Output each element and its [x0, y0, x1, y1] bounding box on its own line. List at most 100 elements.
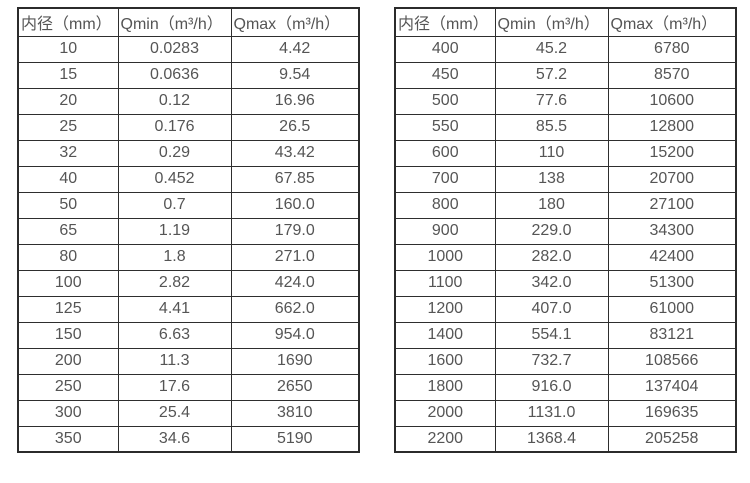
qmax-cell: 42400: [607, 243, 737, 271]
diameter-cell: 550: [394, 113, 496, 141]
qmin-cell: 732.7: [494, 347, 609, 375]
qmax-cell: 662.0: [230, 295, 360, 323]
diameter-cell: 1400: [394, 321, 496, 349]
col-header-qmax: Qmax（m³/h）: [607, 7, 737, 37]
qmax-cell: 169635: [607, 399, 737, 427]
table-row: 1800 916.0 137404: [394, 373, 737, 401]
qmin-cell: 180: [494, 191, 609, 219]
table-row: 40 0.452 67.85: [17, 165, 360, 193]
qmin-cell: 0.452: [117, 165, 232, 193]
qmin-cell: 282.0: [494, 243, 609, 271]
qmax-cell: 51300: [607, 269, 737, 297]
qmin-cell: 85.5: [494, 113, 609, 141]
diameter-cell: 250: [17, 373, 119, 401]
table-row: 350 34.6 5190: [17, 425, 360, 453]
diameter-cell: 32: [17, 139, 119, 167]
table-header: 内径（mm） Qmin（m³/h） Qmax（m³/h）: [394, 7, 737, 37]
diameter-cell: 20: [17, 87, 119, 115]
qmax-cell: 83121: [607, 321, 737, 349]
diameter-cell: 350: [17, 425, 119, 453]
qmin-cell: 4.41: [117, 295, 232, 323]
qmin-cell: 1.19: [117, 217, 232, 245]
table-body: 400 45.2 6780 450 57.2 8570 500 77.6 10600 550 85.…: [394, 35, 737, 453]
table-row: 100 2.82 424.0: [17, 269, 360, 297]
qmin-cell: 229.0: [494, 217, 609, 245]
qmin-cell: 0.12: [117, 87, 232, 115]
diameter-cell: 450: [394, 61, 496, 89]
qmax-cell: 10600: [607, 87, 737, 115]
table-row: 1200 407.0 61000: [394, 295, 737, 323]
diameter-cell: 100: [17, 269, 119, 297]
qmin-cell: 138: [494, 165, 609, 193]
table-row: 450 57.2 8570: [394, 61, 737, 89]
table-row: 2200 1368.4 205258: [394, 425, 737, 453]
table-row: 1600 732.7 108566: [394, 347, 737, 375]
qmax-cell: 67.85: [230, 165, 360, 193]
qmin-cell: 25.4: [117, 399, 232, 427]
qmax-cell: 3810: [230, 399, 360, 427]
diameter-cell: 40: [17, 165, 119, 193]
tables-container: 内径（mm） Qmin（m³/h） Qmax（m³/h） 10 0.0283 4.4…: [17, 7, 750, 453]
diameter-cell: 900: [394, 217, 496, 245]
qmin-cell: 34.6: [117, 425, 232, 453]
table-row: 80 1.8 271.0: [17, 243, 360, 271]
diameter-cell: 25: [17, 113, 119, 141]
table-row: 1100 342.0 51300: [394, 269, 737, 297]
qmax-cell: 20700: [607, 165, 737, 193]
qmin-cell: 1131.0: [494, 399, 609, 427]
qmin-cell: 6.63: [117, 321, 232, 349]
table-row: 1400 554.1 83121: [394, 321, 737, 349]
qmin-cell: 77.6: [494, 87, 609, 115]
table-row: 600 110 15200: [394, 139, 737, 167]
qmin-cell: 0.0636: [117, 61, 232, 89]
qmax-cell: 1690: [230, 347, 360, 375]
qmax-cell: 179.0: [230, 217, 360, 245]
diameter-cell: 50: [17, 191, 119, 219]
qmin-cell: 17.6: [117, 373, 232, 401]
table-row: 400 45.2 6780: [394, 35, 737, 63]
qmin-cell: 0.29: [117, 139, 232, 167]
flow-table-right: 内径（mm） Qmin（m³/h） Qmax（m³/h） 400 45.2 6780…: [394, 7, 737, 453]
diameter-cell: 1000: [394, 243, 496, 271]
col-header-qmin: Qmin（m³/h）: [494, 7, 609, 37]
table-row: 1000 282.0 42400: [394, 243, 737, 271]
table-row: 10 0.0283 4.42: [17, 35, 360, 63]
qmin-cell: 0.7: [117, 191, 232, 219]
qmax-cell: 271.0: [230, 243, 360, 271]
table-row: 800 180 27100: [394, 191, 737, 219]
diameter-cell: 1200: [394, 295, 496, 323]
diameter-cell: 600: [394, 139, 496, 167]
qmin-cell: 11.3: [117, 347, 232, 375]
col-header-qmax: Qmax（m³/h）: [230, 7, 360, 37]
table-row: 65 1.19 179.0: [17, 217, 360, 245]
qmax-cell: 9.54: [230, 61, 360, 89]
qmax-cell: 137404: [607, 373, 737, 401]
qmax-cell: 4.42: [230, 35, 360, 63]
qmax-cell: 8570: [607, 61, 737, 89]
table-row: 900 229.0 34300: [394, 217, 737, 245]
qmin-cell: 916.0: [494, 373, 609, 401]
col-header-diameter: 内径（mm）: [394, 7, 496, 37]
table-row: 200 11.3 1690: [17, 347, 360, 375]
table-row: 32 0.29 43.42: [17, 139, 360, 167]
table-header: 内径（mm） Qmin（m³/h） Qmax（m³/h）: [17, 7, 360, 37]
diameter-cell: 1600: [394, 347, 496, 375]
qmin-cell: 0.0283: [117, 35, 232, 63]
qmax-cell: 61000: [607, 295, 737, 323]
header-row: 内径（mm） Qmin（m³/h） Qmax（m³/h）: [17, 7, 360, 37]
qmax-cell: 954.0: [230, 321, 360, 349]
qmax-cell: 6780: [607, 35, 737, 63]
table-row: 550 85.5 12800: [394, 113, 737, 141]
table-row: 25 0.176 26.5: [17, 113, 360, 141]
flow-table-left: 内径（mm） Qmin（m³/h） Qmax（m³/h） 10 0.0283 4.4…: [17, 7, 360, 453]
qmin-cell: 554.1: [494, 321, 609, 349]
table-row: 500 77.6 10600: [394, 87, 737, 115]
qmax-cell: 27100: [607, 191, 737, 219]
diameter-cell: 15: [17, 61, 119, 89]
table-body: 10 0.0283 4.42 15 0.0636 9.54 20 0.12 16.96 25 0.1…: [17, 35, 360, 453]
qmin-cell: 1.8: [117, 243, 232, 271]
diameter-cell: 500: [394, 87, 496, 115]
table-row: 20 0.12 16.96: [17, 87, 360, 115]
table-row: 2000 1131.0 169635: [394, 399, 737, 427]
